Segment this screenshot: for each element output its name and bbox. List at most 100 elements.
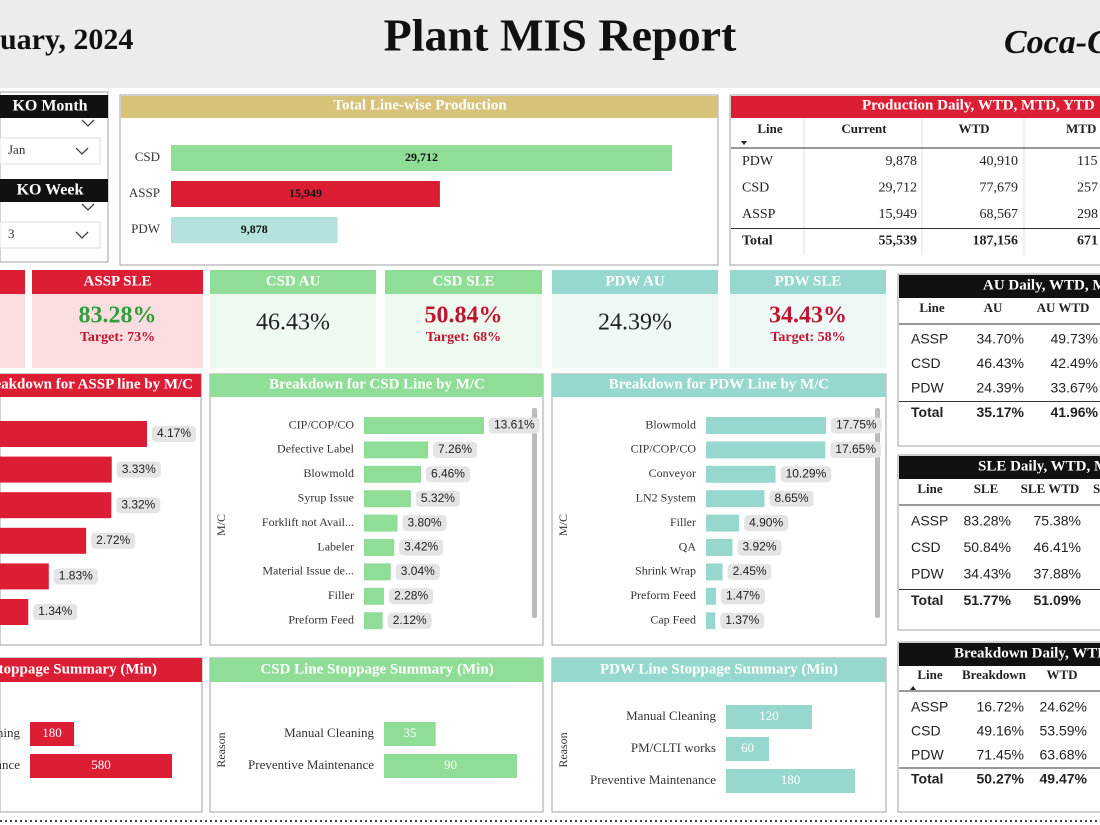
table-cell: Total <box>911 404 943 420</box>
data-label: 2.12% <box>393 613 427 627</box>
table-cell: 40,910 <box>980 154 1019 169</box>
slicer-dropdown[interactable] <box>0 221 101 249</box>
data-label: 35 <box>403 725 416 740</box>
card-header <box>32 270 203 294</box>
category-label: Filler <box>328 588 354 602</box>
bar <box>0 563 49 590</box>
card-body <box>552 294 718 368</box>
card-header <box>552 270 718 294</box>
bar <box>0 599 29 625</box>
bar <box>171 181 440 207</box>
column-header: Line <box>917 481 943 496</box>
slicer-value[interactable]: 3 <box>8 226 15 241</box>
logo: Coca-Cola <box>1004 24 1100 61</box>
title-bar <box>899 643 1100 666</box>
table-title: AU Daily, WTD, MTD, YTD <box>983 277 1100 293</box>
table-cell: 16.72% <box>977 699 1024 715</box>
column-header: AU WTD <box>1037 300 1090 315</box>
chevron <box>75 147 89 155</box>
table-cell: PDW <box>911 566 944 582</box>
data-label: 3.92% <box>743 540 777 554</box>
table-cell: 50.27% <box>977 771 1025 787</box>
column-header: SLE <box>974 481 999 496</box>
bar <box>364 417 484 434</box>
table-cell: 55,539 <box>879 234 918 249</box>
table-cell: 49.16% <box>977 723 1024 739</box>
panel <box>729 94 1100 266</box>
scrollbar <box>875 408 880 618</box>
data-label: 1.34% <box>38 604 72 618</box>
column-header: WTD <box>958 121 989 136</box>
bar <box>364 612 383 630</box>
table-cell: 257 <box>1077 181 1098 196</box>
table-cell: 75.38% <box>1034 513 1081 529</box>
data-label: 15,949 <box>289 186 322 200</box>
scrollbar <box>532 408 537 618</box>
bar <box>0 527 87 554</box>
table-cell: PDW <box>911 380 944 396</box>
chart-title: Breakdown for PDW Line by M/C <box>609 376 829 392</box>
category-label: ASSP <box>129 185 160 200</box>
card-target: Target: 73% <box>80 330 155 345</box>
slicer-value[interactable]: Jan <box>8 142 26 157</box>
table-title: SLE Daily, WTD, MTD, YTD <box>978 458 1100 474</box>
bar <box>706 563 723 581</box>
column-header: Line <box>919 300 945 315</box>
data-label: 2.72% <box>96 533 130 547</box>
table-cell: 46.41% <box>1034 539 1081 555</box>
table-cell: 187,156 <box>973 234 1019 249</box>
table-cell: Total <box>911 771 943 787</box>
label-bg <box>395 563 440 580</box>
card-value: 24.39% <box>598 310 672 336</box>
data-label: 5.32% <box>421 491 455 505</box>
table-cell: PDW <box>742 154 774 169</box>
column-header: Line <box>917 667 943 682</box>
table-cell: 298 <box>1077 207 1098 222</box>
slicer-dropdown[interactable] <box>0 137 101 165</box>
table-cell: CSD <box>911 723 941 739</box>
column-header: MTD <box>1066 121 1096 136</box>
data-label: 17.65% <box>835 442 876 456</box>
data-label: 60 <box>741 740 754 755</box>
card-body <box>210 294 376 368</box>
data-label: 580 <box>91 757 111 772</box>
table-cell: ASSP <box>742 207 776 222</box>
category-label: Shrink Wrap <box>635 564 696 578</box>
label-bg <box>415 490 460 507</box>
label-bg <box>91 532 136 549</box>
table-cell: ASSP <box>911 513 948 529</box>
table-cell: 33.67% <box>1051 380 1098 396</box>
label-bg <box>830 441 882 458</box>
category-label: Manual Cleaning <box>626 708 716 723</box>
title-bar <box>0 658 202 682</box>
data-label: 3.33% <box>122 462 156 476</box>
chevron <box>75 231 89 239</box>
label-bg <box>744 515 789 532</box>
data-label: 9,878 <box>241 222 268 236</box>
table-cell: 46.43% <box>977 355 1024 371</box>
panel <box>897 273 1100 447</box>
data-label: 13.61% <box>494 418 535 432</box>
chart-title: ASSP Line Stoppage Summary (Min) <box>0 661 157 677</box>
panel <box>551 373 887 646</box>
data-label: 4.17% <box>157 426 191 440</box>
slicer-label: KO Month <box>12 98 87 115</box>
column-header: Breakdown <box>962 667 1027 682</box>
label-bg <box>389 588 434 605</box>
bar <box>171 217 338 243</box>
category-label: Cap Feed <box>650 612 696 626</box>
chart-title: Total Line-wise Production <box>333 97 507 113</box>
data-label: 17.75% <box>836 418 877 432</box>
table-cell: 77,679 <box>980 181 1019 196</box>
bar <box>364 587 385 605</box>
card-header <box>385 270 542 294</box>
category-label: Preventive Maintenance <box>0 757 20 772</box>
bar <box>384 754 517 778</box>
table-cell: 9,878 <box>886 154 918 169</box>
label-bg <box>33 604 78 620</box>
label-bg <box>720 588 765 605</box>
category-label: Forklift not Avail... <box>262 515 354 529</box>
category-label: Conveyor <box>649 466 696 480</box>
title-bar <box>552 374 886 397</box>
